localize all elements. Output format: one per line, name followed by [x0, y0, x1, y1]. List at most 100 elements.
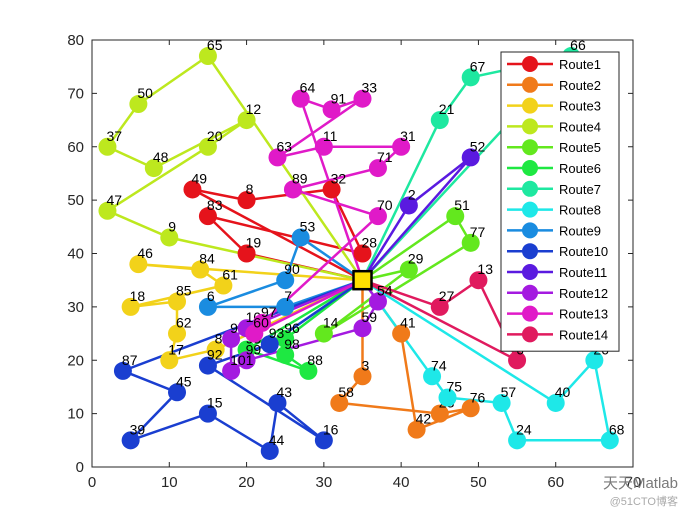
customer-label: 83 [207, 197, 223, 213]
customer-label: 71 [377, 149, 393, 165]
customer-label: 32 [331, 170, 347, 186]
customer-point [237, 244, 256, 263]
customer-point [237, 111, 256, 130]
customer-point [198, 47, 217, 66]
customer-label: 7 [284, 288, 292, 304]
customer-point [314, 324, 333, 343]
x-tick-label: 50 [470, 474, 487, 491]
customer-label: 99 [246, 341, 262, 357]
customer-point [508, 431, 527, 450]
customer-label: 97 [261, 304, 277, 320]
customer-label: 63 [276, 138, 292, 154]
y-tick-label: 10 [67, 406, 84, 423]
legend-label: Route13 [559, 307, 608, 322]
customer-point [121, 431, 140, 450]
customer-label: 2 [408, 186, 416, 202]
customer-point [322, 100, 341, 119]
customer-point [268, 393, 287, 412]
customer-label: 84 [199, 251, 215, 267]
customer-label: 85 [176, 283, 192, 299]
legend-label: Route2 [559, 78, 601, 93]
customer-point [198, 356, 217, 375]
customer-label: 50 [137, 85, 153, 101]
customer-label: 88 [307, 352, 323, 368]
y-tick-label: 50 [67, 192, 84, 209]
customer-point [368, 159, 387, 178]
customer-label: 31 [400, 128, 416, 144]
depot-marker [352, 269, 373, 291]
customer-label: 93 [269, 325, 285, 341]
customer-point [430, 297, 449, 316]
customer-point [283, 180, 302, 199]
customer-label: 60 [253, 315, 269, 331]
customer-point [492, 393, 511, 412]
customer-label: 12 [246, 101, 262, 117]
customer-label: 28 [362, 235, 378, 251]
legend-label: Route12 [559, 286, 608, 301]
customer-point [407, 420, 426, 439]
customer-point [276, 345, 295, 364]
legend-label: Route11 [559, 265, 607, 280]
customer-point [423, 367, 442, 386]
customer-point [314, 431, 333, 450]
customer-label: 37 [106, 128, 122, 144]
customer-label: 15 [207, 395, 223, 411]
route-line-9 [207, 235, 364, 309]
customer-label: 44 [269, 432, 285, 448]
customer-point [353, 89, 372, 108]
legend-marker [522, 326, 538, 343]
customer-label: 75 [447, 379, 463, 395]
customer-point [368, 292, 387, 311]
customer-point [198, 404, 217, 423]
legend-marker [522, 201, 538, 218]
customer-label: 101 [230, 352, 254, 368]
customer-point [368, 207, 387, 226]
customer-point [160, 228, 179, 247]
customer-label: 11 [323, 128, 338, 144]
legend-label: Route10 [559, 244, 608, 259]
customer-point [461, 233, 480, 252]
customer-label: 49 [191, 170, 207, 186]
customer-label: 17 [168, 341, 184, 357]
customer-point [322, 180, 341, 199]
customer-point [392, 137, 411, 156]
x-tick-label: 70 [625, 474, 642, 491]
customer-point [260, 335, 279, 354]
customer-label: 57 [501, 384, 517, 400]
y-tick-label: 80 [67, 32, 84, 49]
customer-label: 9 [168, 218, 176, 234]
customer-label: 96 [284, 320, 300, 336]
customer-label: 76 [470, 389, 486, 405]
nodes-layer: 4983228831941427623583468461188562178665… [98, 37, 625, 460]
customer-label: 19 [246, 235, 262, 251]
customer-point [198, 207, 217, 226]
customer-point [600, 431, 619, 450]
x-tick-label: 0 [88, 474, 96, 491]
legend-marker [522, 97, 538, 114]
legend: Route1 Route2 Route3 Route4 Route5 Route6 Rout… [500, 51, 620, 352]
customer-label: 41 [400, 315, 416, 331]
legend-label: Route9 [559, 223, 601, 238]
customer-point [291, 89, 310, 108]
legend-marker [522, 222, 538, 239]
customer-point [392, 324, 411, 343]
customer-label: 64 [300, 80, 316, 96]
customer-point [168, 324, 187, 343]
customer-label: 52 [470, 138, 486, 154]
customer-point [144, 159, 163, 178]
customer-label: 62 [176, 315, 192, 331]
legend-marker [522, 264, 538, 280]
legend-marker [522, 305, 538, 322]
customer-label: 67 [470, 58, 486, 74]
route-line-3 [130, 262, 364, 362]
customer-label: 18 [130, 288, 146, 304]
customer-point [237, 191, 256, 210]
customer-point [585, 351, 604, 370]
customer-label: 66 [570, 37, 586, 53]
customer-point [438, 388, 457, 407]
customer-label: 59 [362, 309, 378, 325]
customer-label: 74 [431, 357, 447, 373]
legend-label: Route6 [559, 161, 601, 176]
customer-point [276, 297, 295, 316]
legend-box [500, 51, 620, 352]
